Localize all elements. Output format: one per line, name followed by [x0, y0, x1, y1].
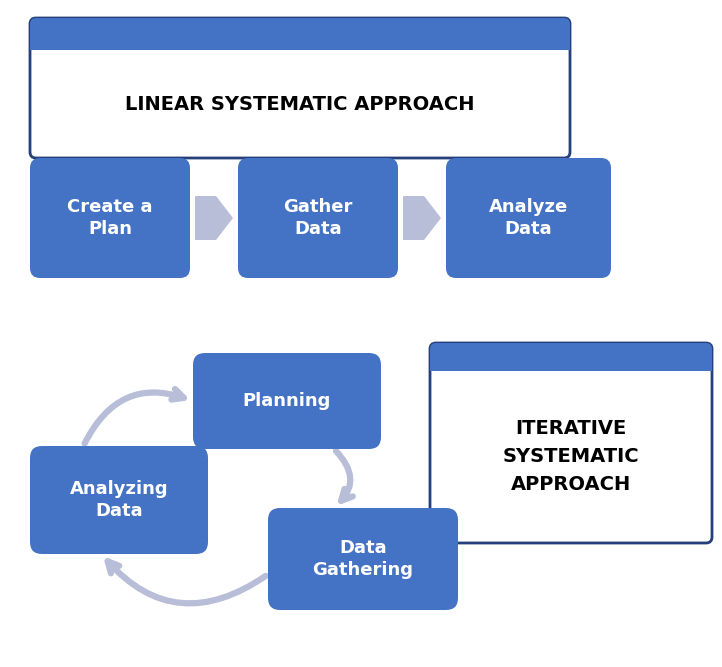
FancyBboxPatch shape	[268, 508, 458, 610]
FancyBboxPatch shape	[238, 158, 398, 278]
Text: Create a
Plan: Create a Plan	[67, 197, 153, 238]
FancyBboxPatch shape	[30, 446, 208, 554]
FancyBboxPatch shape	[430, 343, 712, 543]
Text: Data
Gathering: Data Gathering	[313, 538, 414, 580]
Text: Planning: Planning	[243, 392, 331, 410]
Text: LINEAR SYSTEMATIC APPROACH: LINEAR SYSTEMATIC APPROACH	[125, 95, 475, 113]
Text: Analyze
Data: Analyze Data	[489, 197, 568, 238]
Polygon shape	[403, 196, 441, 240]
Text: Analyzing
Data: Analyzing Data	[70, 480, 168, 520]
FancyBboxPatch shape	[430, 343, 712, 371]
Text: Gather
Data: Gather Data	[283, 197, 352, 238]
FancyBboxPatch shape	[30, 158, 190, 278]
FancyBboxPatch shape	[30, 18, 570, 158]
Polygon shape	[195, 196, 233, 240]
Bar	[430, 357, 712, 371]
FancyBboxPatch shape	[446, 158, 611, 278]
FancyBboxPatch shape	[30, 18, 570, 50]
Text: ITERATIVE
SYSTEMATIC
APPROACH: ITERATIVE SYSTEMATIC APPROACH	[503, 420, 639, 494]
Bar	[30, 34, 570, 50]
FancyBboxPatch shape	[193, 353, 381, 449]
